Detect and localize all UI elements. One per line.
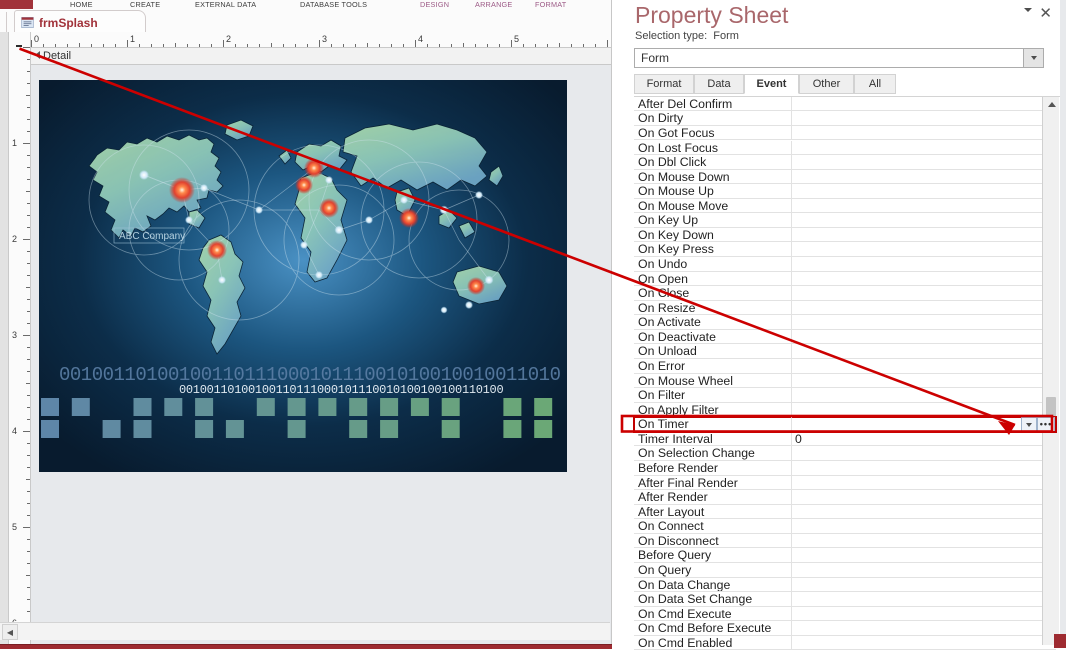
svg-text:ABC Company: ABC Company xyxy=(119,231,185,242)
svg-text:001001101001001101110001011100: 0010011010010011011100010111001010010010… xyxy=(179,383,503,397)
